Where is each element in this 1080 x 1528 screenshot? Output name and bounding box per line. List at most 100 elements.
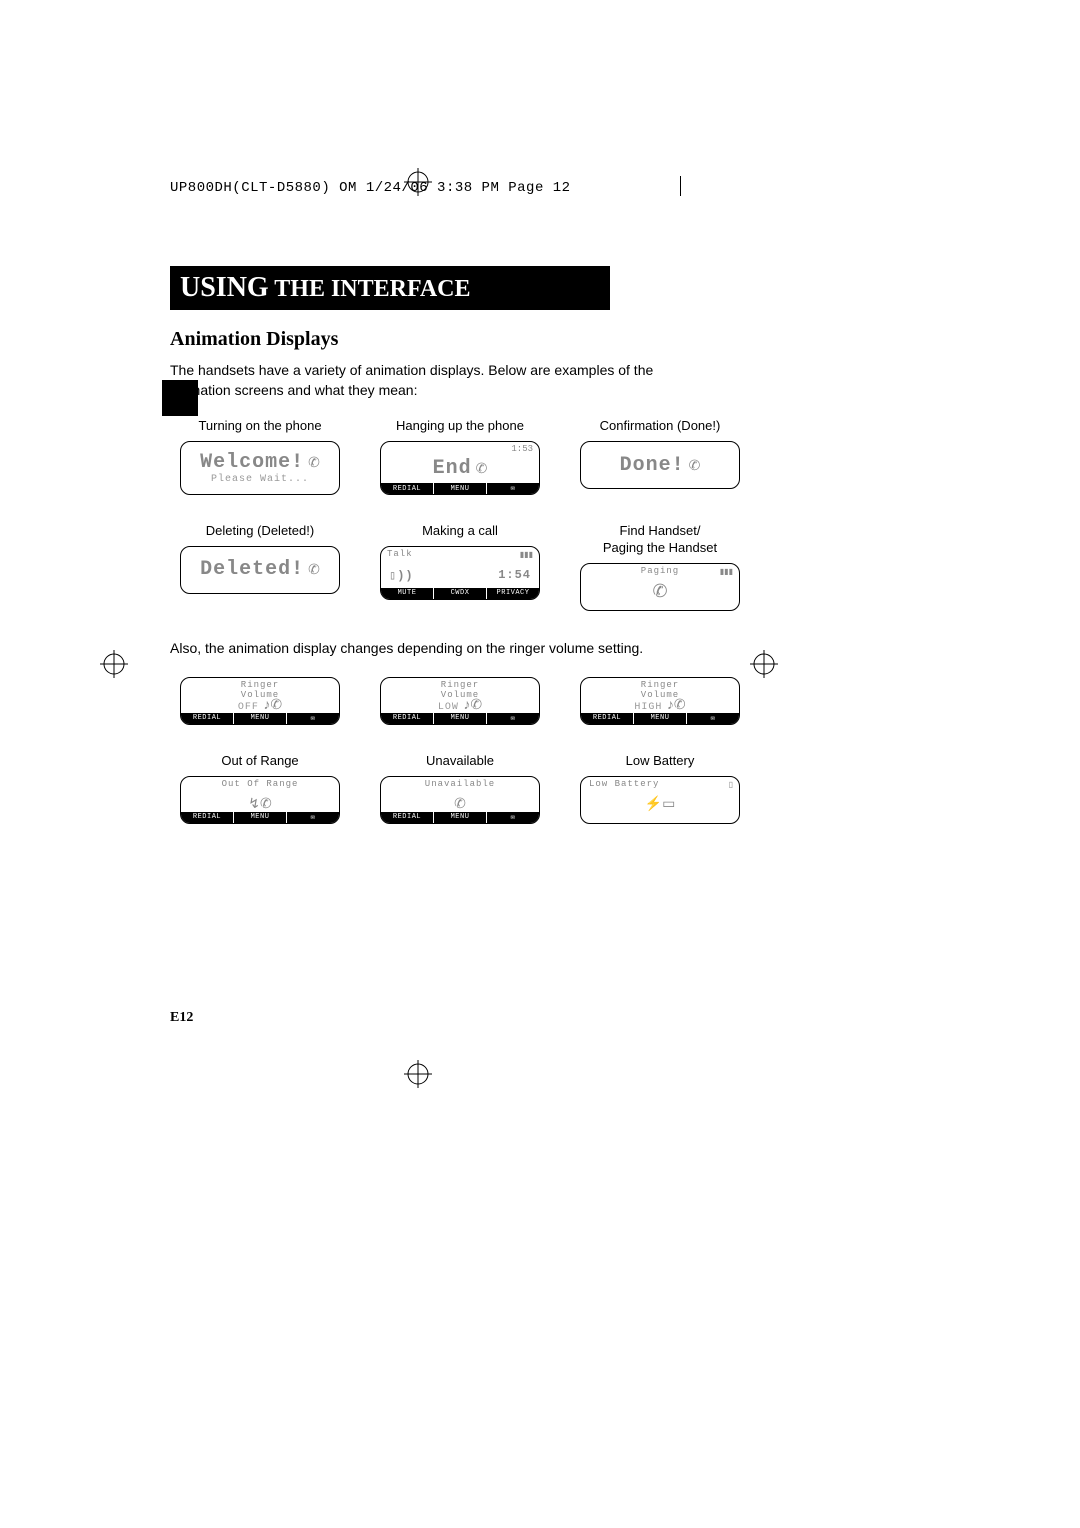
softkey: MENU — [234, 713, 287, 724]
softkey: ✉ — [487, 713, 539, 724]
phone-icon: ✆ — [689, 457, 701, 473]
paging-icon: ✆ — [652, 581, 667, 602]
intro-paragraph: The handsets have a variety of animation… — [170, 361, 710, 400]
cell-talk: Making a call Talk ▮▮▮ ▯)) 1:54 MUTE CWD… — [370, 523, 550, 611]
time-text: 1:53 — [511, 444, 533, 454]
softkey: REDIAL — [181, 713, 234, 724]
softkey: MENU — [434, 713, 487, 724]
softkey-row: REDIAL MENU ✉ — [381, 713, 539, 724]
softkey: REDIAL — [581, 713, 634, 724]
softkey: ✉ — [487, 483, 539, 494]
lcd-main-text: Welcome! — [200, 451, 304, 474]
lcd-top-label: Paging — [641, 566, 679, 576]
lcd-screen: 1:53 End✆ REDIAL MENU ✉ — [380, 441, 540, 495]
softkey: MENU — [234, 812, 287, 823]
caption: Making a call — [370, 523, 550, 540]
battery-icon: ▯ — [729, 780, 733, 789]
cell-end: Hanging up the phone 1:53 End✆ REDIAL ME… — [370, 418, 550, 495]
phone-icon: ✆ — [476, 460, 488, 476]
caption: Find Handset/ Paging the Handset — [570, 523, 750, 557]
range-icon: ↯✆ — [248, 795, 271, 812]
lcd-screen: Ringer Volume HIGH ♪✆ REDIAL MENU ✉ — [580, 677, 740, 725]
softkey: REDIAL — [381, 483, 434, 494]
softkey: REDIAL — [381, 713, 434, 724]
softkey-row: REDIAL MENU ✉ — [581, 713, 739, 724]
title-main: USING — [180, 272, 269, 303]
lcd-top-label: Talk — [387, 549, 413, 559]
ringer-level: OFF — [238, 702, 259, 713]
lcd-top-label: Ringer Volume — [421, 680, 500, 700]
display-row-2: Deleting (Deleted!) Deleted!✆ Making a c… — [170, 523, 930, 611]
cell-unavailable: Unavailable Unavailable ✆ REDIAL MENU ✉ — [370, 753, 550, 824]
softkey: ✉ — [287, 713, 339, 724]
phone-icon: ✆ — [308, 454, 320, 470]
caption: Unavailable — [370, 753, 550, 770]
caption: Deleting (Deleted!) — [170, 523, 350, 540]
ringer-paragraph: Also, the animation display changes depe… — [170, 639, 710, 659]
low-battery-icon: ⚡▭ — [645, 795, 676, 812]
subheading: Animation Displays — [170, 328, 930, 351]
doc-header-text: UP800DH(CLT-D5880) OM 1/24/06 3:38 PM Pa… — [170, 180, 571, 196]
crop-mark-bottom-icon — [404, 1060, 432, 1093]
title-rest: THE INTERFACE — [269, 276, 471, 302]
softkey-row: REDIAL MENU ✉ — [181, 812, 339, 823]
crop-mark-left-icon — [100, 650, 128, 683]
softkey: REDIAL — [181, 812, 234, 823]
softkey: ✉ — [287, 812, 339, 823]
battery-icon: ▮▮▮ — [720, 567, 733, 576]
crop-mark-icon — [404, 168, 432, 201]
display-row-1: Turning on the phone Welcome!✆ Please Wa… — [170, 418, 930, 495]
caption: Out of Range — [170, 753, 350, 770]
lcd-screen: Out Of Range ↯✆ REDIAL MENU ✉ — [180, 776, 340, 824]
cell-done: Confirmation (Done!) Done!✆ — [570, 418, 750, 495]
time-text: 1:54 — [498, 568, 531, 583]
cell-ringer-low: Ringer Volume LOW ♪✆ REDIAL MENU ✉ — [370, 677, 550, 725]
cell-out-of-range: Out of Range Out Of Range ↯✆ REDIAL MENU… — [170, 753, 350, 824]
lcd-screen: Paging ▮▮▮ ✆ — [580, 563, 740, 611]
battery-icon: ▮▮▮ — [520, 550, 533, 559]
lcd-screen: Deleted!✆ — [180, 546, 340, 594]
softkey: ✉ — [487, 812, 539, 823]
softkey: CWDX — [434, 588, 487, 599]
lcd-top-label: Out Of Range — [222, 779, 299, 789]
lcd-top-label: Unavailable — [425, 779, 495, 789]
cell-paging: Find Handset/ Paging the Handset Paging … — [570, 523, 750, 611]
phone-icon: ✆ — [308, 561, 320, 577]
ringer-level: LOW — [438, 702, 459, 713]
signal-icon: ▯)) — [389, 568, 414, 583]
lcd-main-text: Deleted! — [200, 558, 304, 581]
lcd-screen: Low Battery ▯ ⚡▭ — [580, 776, 740, 824]
lcd-screen: Unavailable ✆ REDIAL MENU ✉ — [380, 776, 540, 824]
caption: Hanging up the phone — [370, 418, 550, 435]
lcd-screen: Talk ▮▮▮ ▯)) 1:54 MUTE CWDX PRIVACY — [380, 546, 540, 600]
caption: Turning on the phone — [170, 418, 350, 435]
softkey: ✉ — [687, 713, 739, 724]
lcd-main-text: Done! — [620, 454, 685, 477]
softkey-row: REDIAL MENU ✉ — [381, 812, 539, 823]
cell-deleted: Deleting (Deleted!) Deleted!✆ — [170, 523, 350, 611]
lcd-top-label: Ringer Volume — [621, 680, 700, 700]
ringer-level: HIGH — [634, 702, 662, 713]
unavailable-icon: ✆ — [454, 795, 466, 812]
page-number: E12 — [170, 1010, 193, 1026]
section-title-bar: USING THE INTERFACE — [170, 266, 610, 310]
crop-mark-right-icon — [750, 650, 778, 683]
lcd-main-text: End — [433, 457, 472, 480]
cell-welcome: Turning on the phone Welcome!✆ Please Wa… — [170, 418, 350, 495]
softkey: PRIVACY — [487, 588, 539, 599]
cell-ringer-off: Ringer Volume OFF ♪✆ REDIAL MENU ✉ — [170, 677, 350, 725]
softkey: MENU — [434, 483, 487, 494]
softkey-row: MUTE CWDX PRIVACY — [381, 588, 539, 599]
cell-ringer-high: Ringer Volume HIGH ♪✆ REDIAL MENU ✉ — [570, 677, 750, 725]
display-row-3: Ringer Volume OFF ♪✆ REDIAL MENU ✉ Ringe… — [170, 677, 930, 725]
display-row-4: Out of Range Out Of Range ↯✆ REDIAL MENU… — [170, 753, 930, 824]
softkey: MENU — [434, 812, 487, 823]
softkey: MENU — [634, 713, 687, 724]
softkey: REDIAL — [381, 812, 434, 823]
lcd-top-label: Ringer Volume — [221, 680, 300, 700]
lcd-sub-text: Please Wait... — [211, 474, 309, 485]
softkey-row: REDIAL MENU ✉ — [381, 483, 539, 494]
lcd-top-label: Low Battery — [589, 779, 659, 789]
lcd-screen: Ringer Volume LOW ♪✆ REDIAL MENU ✉ — [380, 677, 540, 725]
lcd-screen: Ringer Volume OFF ♪✆ REDIAL MENU ✉ — [180, 677, 340, 725]
